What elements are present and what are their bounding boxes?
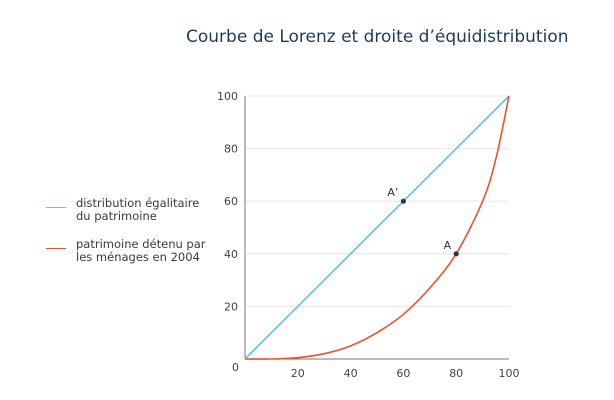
points: A’ A (387, 186, 459, 257)
x-tick-label-60: 60 (396, 367, 410, 380)
y-tick-label-60: 60 (224, 195, 238, 208)
y-tick-label-40: 40 (224, 248, 238, 261)
x-tick-label-40: 40 (344, 367, 358, 380)
series-line-equal (244, 95, 510, 360)
x-tick-label-100: 100 (499, 367, 520, 380)
x-tick-label-80: 80 (449, 367, 463, 380)
y-tick-label-100: 100 (217, 90, 238, 103)
legend-label-equal: distribution égalitaire du patrimoine (76, 196, 200, 223)
legend-label-lorenz: patrimoine détenu par les ménages en 200… (76, 237, 206, 264)
point-marker-0 (400, 198, 406, 204)
tick-labels: 20 40 60 80 100 20 40 60 80 100 0 (217, 90, 520, 380)
point-label-1: A (444, 239, 452, 252)
origin-label: 0 (232, 361, 239, 374)
y-tick-label-20: 20 (224, 300, 238, 313)
legend-swatch-equal (46, 207, 66, 208)
chart-title: Courbe de Lorenz et droite d’équidistrib… (186, 27, 569, 47)
point-label-0: A’ (387, 186, 398, 199)
series-line-lorenz (244, 95, 510, 360)
x-tick-label-20: 20 (291, 367, 305, 380)
grid (245, 95, 509, 307)
legend-swatch-lorenz (46, 248, 66, 249)
y-tick-label-80: 80 (224, 143, 238, 156)
point-marker-1 (453, 251, 459, 257)
series-lines (244, 95, 510, 360)
